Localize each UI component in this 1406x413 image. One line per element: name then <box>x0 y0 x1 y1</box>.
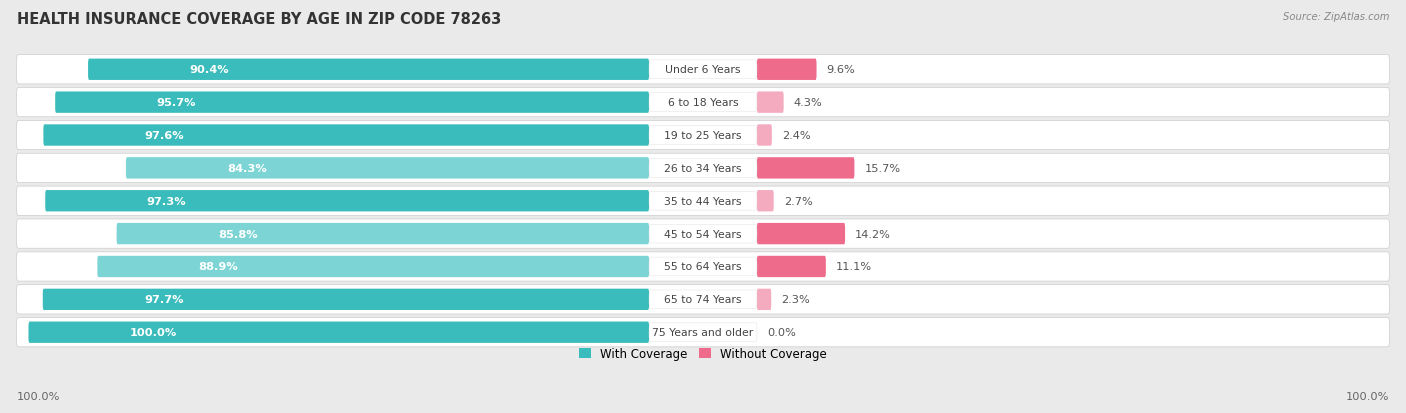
Text: 100.0%: 100.0% <box>1346 391 1389 401</box>
Text: 97.6%: 97.6% <box>145 131 184 141</box>
FancyBboxPatch shape <box>650 126 756 145</box>
FancyBboxPatch shape <box>97 256 650 278</box>
Text: 35 to 44 Years: 35 to 44 Years <box>664 196 742 206</box>
FancyBboxPatch shape <box>44 125 650 146</box>
Text: 2.3%: 2.3% <box>782 294 810 305</box>
Text: 88.9%: 88.9% <box>198 262 238 272</box>
FancyBboxPatch shape <box>28 322 650 343</box>
Text: 85.8%: 85.8% <box>218 229 257 239</box>
FancyBboxPatch shape <box>756 59 817 81</box>
FancyBboxPatch shape <box>117 223 650 244</box>
Text: 2.4%: 2.4% <box>782 131 811 141</box>
Text: 2.7%: 2.7% <box>783 196 813 206</box>
FancyBboxPatch shape <box>650 257 756 276</box>
FancyBboxPatch shape <box>650 225 756 243</box>
Text: 97.3%: 97.3% <box>146 196 186 206</box>
FancyBboxPatch shape <box>17 219 1389 249</box>
Text: HEALTH INSURANCE COVERAGE BY AGE IN ZIP CODE 78263: HEALTH INSURANCE COVERAGE BY AGE IN ZIP … <box>17 12 501 27</box>
Text: 19 to 25 Years: 19 to 25 Years <box>664 131 742 141</box>
Legend: With Coverage, Without Coverage: With Coverage, Without Coverage <box>574 342 832 365</box>
FancyBboxPatch shape <box>756 289 772 310</box>
FancyBboxPatch shape <box>650 323 756 342</box>
FancyBboxPatch shape <box>45 190 650 212</box>
Text: 11.1%: 11.1% <box>837 262 872 272</box>
FancyBboxPatch shape <box>650 290 756 309</box>
FancyBboxPatch shape <box>756 125 772 146</box>
FancyBboxPatch shape <box>756 223 845 244</box>
Text: 95.7%: 95.7% <box>156 98 195 108</box>
FancyBboxPatch shape <box>17 187 1389 216</box>
Text: 45 to 54 Years: 45 to 54 Years <box>664 229 742 239</box>
FancyBboxPatch shape <box>89 59 650 81</box>
Text: 6 to 18 Years: 6 to 18 Years <box>668 98 738 108</box>
FancyBboxPatch shape <box>650 192 756 211</box>
Text: 97.7%: 97.7% <box>143 294 183 305</box>
FancyBboxPatch shape <box>17 252 1389 281</box>
Text: 26 to 34 Years: 26 to 34 Years <box>664 164 742 173</box>
Text: 0.0%: 0.0% <box>768 328 796 337</box>
FancyBboxPatch shape <box>650 61 756 79</box>
FancyBboxPatch shape <box>17 318 1389 347</box>
Text: 15.7%: 15.7% <box>865 164 901 173</box>
Text: 100.0%: 100.0% <box>129 328 177 337</box>
Text: 4.3%: 4.3% <box>794 98 823 108</box>
FancyBboxPatch shape <box>650 159 756 178</box>
FancyBboxPatch shape <box>756 158 855 179</box>
FancyBboxPatch shape <box>17 55 1389 85</box>
FancyBboxPatch shape <box>17 121 1389 150</box>
FancyBboxPatch shape <box>756 190 773 212</box>
FancyBboxPatch shape <box>650 94 756 112</box>
FancyBboxPatch shape <box>17 285 1389 314</box>
Text: 9.6%: 9.6% <box>827 65 855 75</box>
Text: Under 6 Years: Under 6 Years <box>665 65 741 75</box>
Text: 90.4%: 90.4% <box>190 65 229 75</box>
Text: 75 Years and older: 75 Years and older <box>652 328 754 337</box>
Text: Source: ZipAtlas.com: Source: ZipAtlas.com <box>1282 12 1389 22</box>
FancyBboxPatch shape <box>42 289 650 310</box>
FancyBboxPatch shape <box>756 92 783 114</box>
FancyBboxPatch shape <box>127 158 650 179</box>
Text: 100.0%: 100.0% <box>17 391 60 401</box>
Text: 55 to 64 Years: 55 to 64 Years <box>664 262 742 272</box>
Text: 65 to 74 Years: 65 to 74 Years <box>664 294 742 305</box>
FancyBboxPatch shape <box>756 256 825 278</box>
Text: 14.2%: 14.2% <box>855 229 891 239</box>
FancyBboxPatch shape <box>55 92 650 114</box>
Text: 84.3%: 84.3% <box>228 164 267 173</box>
FancyBboxPatch shape <box>17 154 1389 183</box>
FancyBboxPatch shape <box>17 88 1389 117</box>
